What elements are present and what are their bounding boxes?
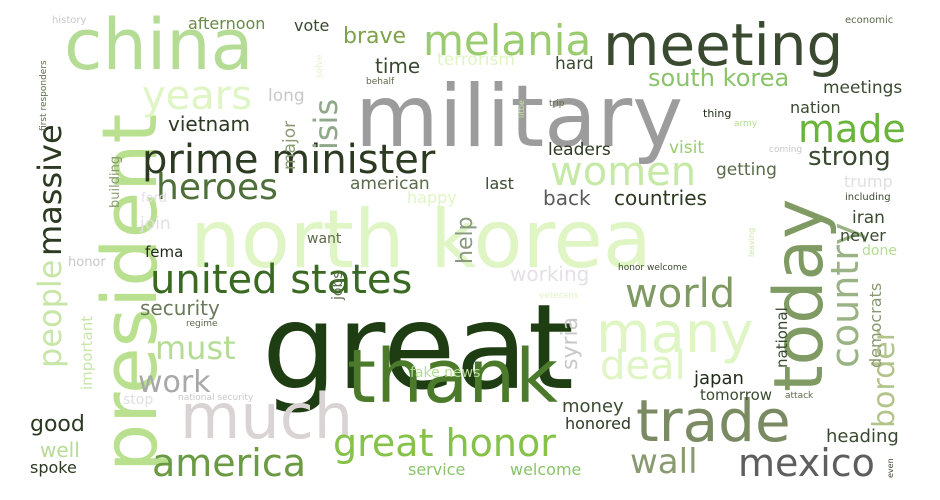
word-back: back: [543, 186, 591, 210]
word-terrorism: terrorism: [437, 50, 515, 70]
word-women: women: [550, 149, 697, 195]
word-trade: trade: [636, 387, 791, 455]
word-melania: melania: [423, 16, 592, 65]
word-veterans: veterans: [539, 291, 579, 301]
word-national: national: [773, 307, 791, 368]
word-army: army: [734, 119, 758, 129]
word-brave: brave: [343, 24, 407, 49]
word-afternoon: afternoon: [188, 14, 266, 33]
word-great-honor: great honor: [333, 421, 556, 465]
word-vote: vote: [294, 16, 330, 35]
word-american: american: [350, 174, 430, 194]
word-thank: thank: [347, 334, 559, 420]
word-leaders: leaders: [548, 140, 611, 160]
word-much: much: [180, 380, 354, 453]
word-long: long: [268, 86, 305, 106]
word-must: must: [155, 329, 236, 367]
word-fake-news: fake news: [410, 365, 481, 381]
word-strong: strong: [808, 142, 891, 172]
word-trump: trump: [844, 172, 893, 191]
word-security: security: [140, 296, 220, 320]
word-military: military: [355, 67, 684, 167]
word-people: people: [31, 259, 69, 368]
word-leaving: leaving: [747, 227, 756, 257]
word-help: help: [453, 216, 478, 264]
word-meeting: meeting: [603, 11, 844, 79]
word-heroes: heroes: [156, 167, 278, 208]
word-first-responders: first responders: [39, 60, 49, 131]
word-years: years: [142, 73, 253, 119]
word-including: including: [845, 192, 891, 203]
word-spoke: spoke: [30, 458, 77, 477]
word-working: working: [510, 262, 590, 286]
word-behalf: behalf: [366, 77, 395, 87]
word-money: money: [562, 396, 624, 417]
word-north-korea: north korea: [190, 193, 652, 286]
word-attack: attack: [785, 391, 814, 401]
word-building: building: [108, 155, 123, 208]
word-south-korea: south korea: [648, 64, 790, 92]
word-hard: hard: [555, 54, 594, 74]
word-time: time: [375, 54, 421, 78]
word-even: even: [886, 458, 895, 478]
word-iran: iran: [852, 208, 885, 228]
word-trip: trip: [549, 99, 565, 109]
word-deal: deal: [600, 343, 686, 389]
word-democrats: democrats: [866, 282, 885, 368]
word-stop: stop: [123, 392, 154, 408]
word-made: made: [798, 107, 906, 151]
word-countries: countries: [614, 186, 707, 210]
word-nation: nation: [790, 98, 841, 117]
word-isis: isis: [307, 98, 345, 150]
word-national-security: national security: [178, 393, 254, 403]
word-great: great: [262, 278, 574, 416]
word-solve: solve: [315, 54, 325, 78]
word-coming: coming: [769, 145, 803, 155]
word-want: want: [307, 231, 342, 247]
word-thing: thing: [703, 107, 732, 120]
word-major: major: [280, 120, 300, 170]
word-important: important: [78, 315, 96, 390]
word-many: many: [596, 301, 754, 366]
word-united-states: united states: [150, 257, 413, 303]
word-japan: japan: [694, 368, 744, 389]
word-work: work: [138, 365, 211, 400]
word-welcome: welcome: [510, 460, 582, 479]
word-wall: wall: [630, 442, 698, 482]
word-visit: visit: [669, 138, 705, 158]
word-honor-welcome: honor welcome: [618, 263, 688, 273]
word-honor: honor: [68, 255, 106, 270]
word-never: never: [840, 226, 886, 245]
word-syria: syria: [558, 316, 583, 370]
word-america: america: [152, 441, 307, 485]
word-regime: regime: [186, 319, 218, 329]
word-honored: honored: [565, 414, 632, 433]
word-join: join: [140, 214, 171, 234]
word-massive: massive: [31, 124, 69, 256]
word-tomorrow: tomorrow: [700, 386, 773, 404]
word-service: service: [408, 460, 466, 479]
word-prime-minister: prime minister: [142, 137, 436, 183]
word-last: last: [485, 174, 514, 193]
word-ford: ford: [141, 191, 167, 206]
word-economic: economic: [845, 15, 894, 26]
word-fema: fema: [145, 243, 184, 261]
word-world: world: [625, 271, 736, 317]
word-vietnam: vietnam: [168, 112, 250, 136]
word-china: china: [64, 4, 254, 86]
word-history: history: [52, 15, 87, 26]
word-meetings: meetings: [823, 78, 903, 98]
word-well: well: [40, 438, 80, 462]
word-jobs: jobs: [330, 271, 346, 300]
word-getting: getting: [716, 160, 777, 180]
word-heading: heading: [826, 426, 899, 447]
word-done: done: [862, 243, 897, 259]
word-mexico: mexico: [738, 441, 875, 485]
word-little: little: [517, 100, 526, 118]
word-good: good: [30, 412, 85, 437]
word-happy: happy: [407, 188, 457, 207]
